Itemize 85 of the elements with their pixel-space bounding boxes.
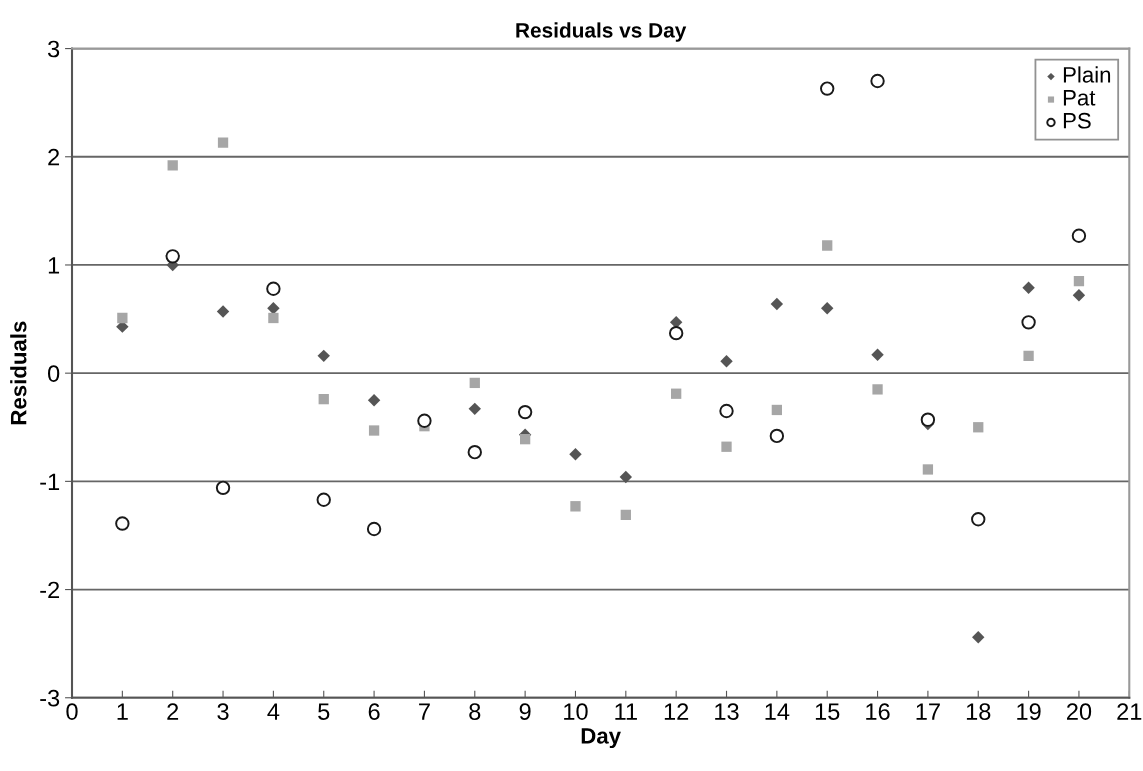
y-tick-label: 1 <box>48 257 60 274</box>
legend-label: Pat <box>1063 90 1096 106</box>
x-tick-label: 0 <box>66 703 78 720</box>
y-tick-label: -1 <box>40 473 60 490</box>
point <box>519 434 531 445</box>
x-tick-label: 14 <box>765 703 790 720</box>
legend-label: Plain <box>1063 66 1111 83</box>
point <box>417 413 432 428</box>
x-axis-title: Day <box>581 728 621 749</box>
x-tick-label: 16 <box>866 703 890 720</box>
point <box>316 492 331 507</box>
x-tick-label: 7 <box>419 703 430 720</box>
x-tick-label: 6 <box>368 703 380 720</box>
point <box>167 160 178 171</box>
x-tick-label: 19 <box>1017 703 1041 720</box>
point <box>366 521 382 537</box>
point <box>719 403 734 419</box>
point <box>469 377 480 389</box>
point <box>619 470 633 484</box>
x-tick-label: 15 <box>815 703 840 720</box>
point <box>268 312 279 324</box>
x-tick-label: 9 <box>519 703 531 720</box>
point <box>1023 350 1034 361</box>
y-tick-label: -3 <box>40 689 60 707</box>
point <box>822 240 833 251</box>
legend-label: PS <box>1063 112 1091 129</box>
point <box>770 297 784 311</box>
point <box>721 441 732 452</box>
x-tick-label: 2 <box>167 703 179 720</box>
x-tick-label: 3 <box>217 703 229 720</box>
point <box>1022 281 1035 294</box>
x-tick-label: 17 <box>916 703 940 720</box>
x-tick-label: 10 <box>564 703 588 720</box>
y-tick-label: 3 <box>47 40 60 58</box>
point <box>971 512 986 527</box>
x-tick-label: 21 <box>1117 703 1142 720</box>
point <box>771 404 783 416</box>
point <box>872 384 883 395</box>
x-tick-label: 5 <box>318 703 330 720</box>
point <box>468 402 481 416</box>
point <box>368 425 380 436</box>
point <box>671 388 682 399</box>
point <box>117 312 128 324</box>
point <box>1071 228 1087 243</box>
point <box>620 509 631 521</box>
point <box>115 516 130 531</box>
x-tick-label: 11 <box>615 703 637 720</box>
point <box>1072 289 1086 302</box>
point <box>216 305 230 318</box>
point <box>871 348 884 361</box>
y-tick-label: 2 <box>48 148 60 166</box>
point <box>569 448 582 461</box>
point <box>922 464 934 475</box>
x-tick-label: 1 <box>117 703 128 720</box>
x-tick-label: 13 <box>715 703 739 720</box>
point <box>570 501 581 512</box>
x-tick-label: 4 <box>267 703 280 720</box>
y-axis-title: Residuals <box>10 321 27 425</box>
point <box>820 302 834 315</box>
point <box>517 404 533 420</box>
point <box>972 630 985 644</box>
point <box>165 249 180 264</box>
point <box>870 73 885 89</box>
y-tick-label: 0 <box>48 365 60 382</box>
point <box>820 81 835 96</box>
point <box>1073 276 1085 287</box>
x-tick-label: 18 <box>966 703 991 720</box>
point <box>720 355 733 368</box>
point <box>973 422 984 433</box>
y-tick-label: -2 <box>40 581 60 599</box>
point <box>215 480 231 496</box>
point <box>668 325 684 341</box>
point <box>317 349 330 363</box>
x-tick-label: 8 <box>469 703 481 720</box>
point <box>318 393 329 405</box>
x-tick-label: 20 <box>1067 703 1092 720</box>
point <box>1021 315 1036 330</box>
point <box>769 428 785 444</box>
point <box>217 137 229 148</box>
point <box>920 412 936 427</box>
point <box>367 394 381 407</box>
point <box>467 444 482 460</box>
x-tick-label: 12 <box>664 703 689 720</box>
point <box>266 281 281 296</box>
chart-title: Residuals vs Day <box>516 22 687 42</box>
